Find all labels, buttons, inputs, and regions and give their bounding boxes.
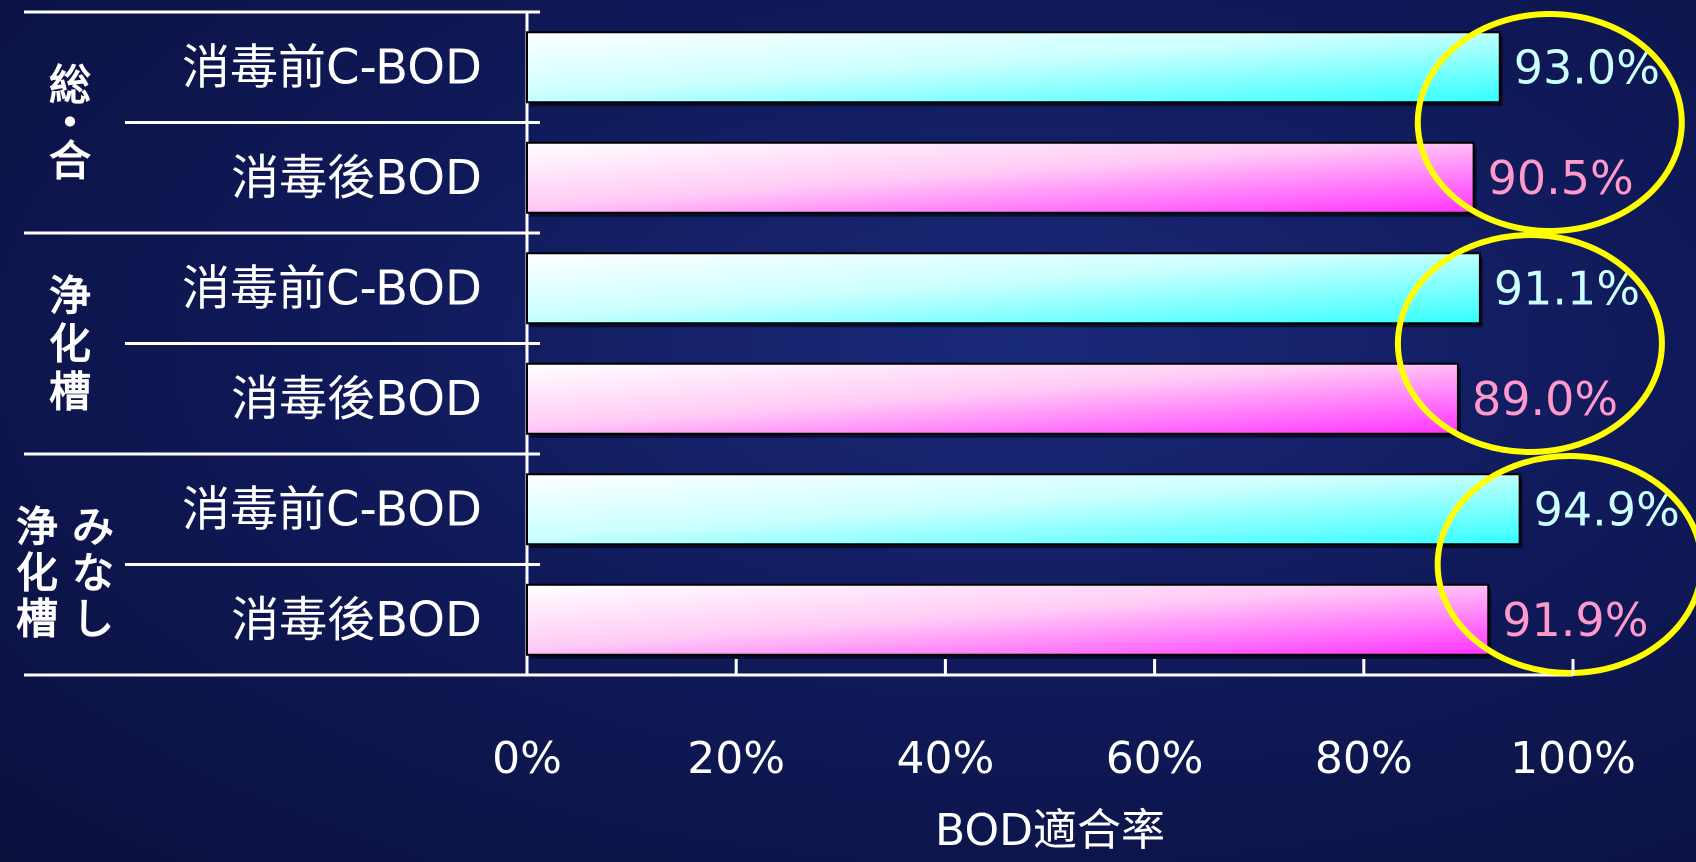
bars	[526, 31, 1523, 659]
value-label: 91.9%	[1502, 593, 1648, 647]
group-label-char: 浄	[16, 503, 58, 552]
group-label-char: ・	[49, 99, 91, 148]
group-label-char: 浄	[49, 272, 91, 321]
bar	[526, 583, 1490, 656]
group-label-char: 化	[16, 549, 58, 598]
group-label-char: 化	[49, 320, 91, 369]
bar	[526, 31, 1501, 104]
x-axis-title: BOD適合率	[935, 805, 1165, 856]
group-label-char: し	[72, 595, 114, 644]
category-labels: 消毒前C-BOD 消毒後BOD 消毒前C-BOD 消毒後BOD 消毒前C-BOD 消毒後B…	[16, 39, 482, 648]
bar	[526, 141, 1475, 214]
x-axis-ticks: 0% 20% 40% 60% 80% 100%	[492, 659, 1636, 784]
x-tick-label: 100%	[1510, 733, 1636, 784]
category-label: 消毒後BOD	[231, 592, 482, 648]
highlight-ellipse	[1414, 11, 1685, 234]
bar	[526, 473, 1521, 546]
value-label: 93.0%	[1514, 40, 1660, 94]
x-tick-label: 80%	[1315, 733, 1413, 784]
x-tick-label: 0%	[492, 733, 562, 784]
highlight-ellipse	[1394, 232, 1665, 455]
group-label-char: 総	[49, 61, 91, 110]
category-label: 消毒後BOD	[231, 371, 482, 427]
group-label-char: 槽	[49, 368, 91, 417]
group-label-char: 合	[49, 137, 91, 186]
category-label: 消毒前C-BOD	[182, 260, 482, 316]
category-label: 消毒前C-BOD	[182, 39, 482, 95]
value-label: 90.5%	[1488, 151, 1634, 205]
value-label: 89.0%	[1472, 372, 1618, 426]
value-label: 94.9%	[1534, 482, 1680, 536]
axis-lines	[24, 10, 1573, 677]
category-label: 消毒後BOD	[231, 150, 482, 206]
bar	[526, 362, 1459, 435]
x-tick-label: 40%	[897, 733, 995, 784]
group-label-char: 槽	[16, 595, 58, 644]
x-tick-label: 60%	[1106, 733, 1204, 784]
highlight-ellipse	[1434, 453, 1696, 676]
value-label: 91.1%	[1494, 261, 1640, 315]
group-label-char: み	[72, 503, 114, 552]
category-label: 消毒前C-BOD	[182, 481, 482, 537]
group-label-char: な	[72, 549, 114, 598]
bar	[526, 252, 1481, 325]
value-labels: 93.0% 90.5% 91.1% 89.0% 94.9% 91.9%	[1394, 11, 1696, 676]
x-tick-label: 20%	[687, 733, 785, 784]
